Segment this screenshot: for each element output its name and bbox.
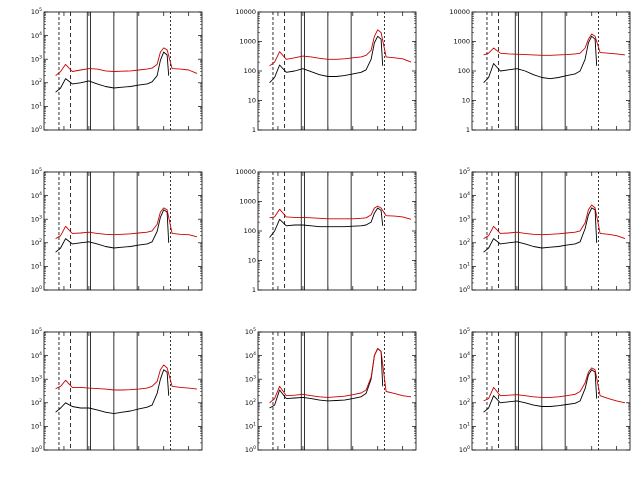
y-tick-label: 100: [31, 285, 42, 294]
y-tick-label: 103: [459, 374, 470, 383]
y-tick-label: 105: [31, 7, 42, 16]
y-tick-label: 101: [31, 102, 42, 111]
plot-frame: [471, 331, 631, 451]
events-series-line: [55, 369, 170, 415]
y-tick-label: 103: [245, 374, 256, 383]
y-tick-label: 104: [245, 351, 256, 360]
events-series-line: [269, 207, 384, 238]
y-tick-label: 102: [459, 398, 470, 407]
lld-series-line: [269, 348, 412, 404]
y-tick-label: 100: [244, 227, 256, 235]
chart-panel-5: 1 10 100 1000 10000: [235, 168, 417, 294]
y-tick-label: 102: [245, 398, 256, 407]
y-tick-label: 100: [459, 445, 470, 454]
y-tick-label: 1000: [239, 38, 256, 46]
y-tick-label: 1: [252, 286, 256, 294]
y-tick-label: 1000: [239, 198, 256, 206]
chart-panel-9: 100 101 102 103 104 105: [459, 327, 631, 454]
y-tick-label: 100: [31, 445, 42, 454]
y-tick-label: 100: [459, 285, 470, 294]
y-tick-label: 1: [252, 126, 256, 134]
y-tick-label: 10000: [449, 8, 470, 16]
y-tick-label: 103: [459, 214, 470, 223]
chart-panel-4: 100 101 102 103 104 105: [31, 167, 203, 294]
y-tick-label: 103: [31, 374, 42, 383]
events-series-line: [55, 209, 170, 253]
lld-series-line: [269, 29, 412, 67]
chart-panel-3: 1 10 100 1000 10000: [449, 8, 631, 134]
y-tick-label: 102: [31, 398, 42, 407]
lld-series-line: [483, 367, 626, 404]
y-tick-label: 105: [245, 327, 256, 336]
chart-panel-2: 1 10 100 1000 10000: [235, 8, 417, 134]
y-tick-label: 104: [459, 191, 470, 200]
y-tick-label: 10: [248, 97, 256, 105]
y-tick-label: 1000: [453, 38, 470, 46]
y-tick-label: 10000: [235, 8, 256, 16]
chart-panel-1: 100 101 102 103 104 105: [31, 7, 203, 134]
events-series-line: [483, 35, 598, 84]
y-tick-label: 102: [31, 78, 42, 87]
y-tick-label: 10000: [235, 168, 256, 176]
y-tick-label: 105: [459, 167, 470, 176]
lld-series-line: [55, 47, 198, 77]
y-tick-label: 101: [31, 262, 42, 271]
lld-series-line: [483, 204, 626, 240]
y-tick-label: 104: [31, 31, 42, 40]
y-tick-label: 10: [248, 257, 256, 265]
plot-frame: [257, 331, 417, 451]
events-series-line: [483, 369, 598, 413]
events-series-line: [269, 35, 384, 84]
y-tick-label: 102: [31, 238, 42, 247]
chart-panel-8: 100 101 102 103 104 105: [245, 327, 417, 454]
y-tick-label: 10: [462, 97, 470, 105]
y-tick-label: 100: [458, 67, 470, 75]
chart-panel-7: 100 101 102 103 104 105: [31, 327, 203, 454]
y-tick-label: 100: [245, 445, 256, 454]
y-tick-label: 101: [459, 422, 470, 431]
y-tick-label: 105: [459, 327, 470, 336]
y-tick-label: 103: [31, 54, 42, 63]
lld-series-line: [55, 364, 198, 391]
y-tick-label: 100: [31, 125, 42, 134]
y-tick-label: 100: [244, 67, 256, 75]
y-tick-label: 101: [459, 262, 470, 271]
y-tick-label: 1: [466, 126, 470, 134]
y-tick-label: 101: [245, 422, 256, 431]
plot-frame: [471, 171, 631, 291]
y-tick-label: 105: [31, 327, 42, 336]
plot-frame: [43, 11, 203, 131]
y-tick-label: 104: [459, 351, 470, 360]
plot-frame: [43, 171, 203, 291]
plot-frame: [43, 331, 203, 451]
lld-series-line: [483, 33, 626, 56]
lld-series-line: [55, 207, 198, 239]
y-tick-label: 105: [31, 167, 42, 176]
events-series-line: [55, 51, 170, 93]
lld-series-line: [269, 205, 412, 220]
events-series-line: [483, 207, 598, 253]
chart-panel-6: 100 101 102 103 104 105: [459, 167, 631, 294]
y-tick-label: 101: [31, 422, 42, 431]
y-tick-label: 104: [31, 351, 42, 360]
y-tick-label: 103: [31, 214, 42, 223]
y-tick-label: 102: [459, 238, 470, 247]
y-tick-label: 104: [31, 191, 42, 200]
